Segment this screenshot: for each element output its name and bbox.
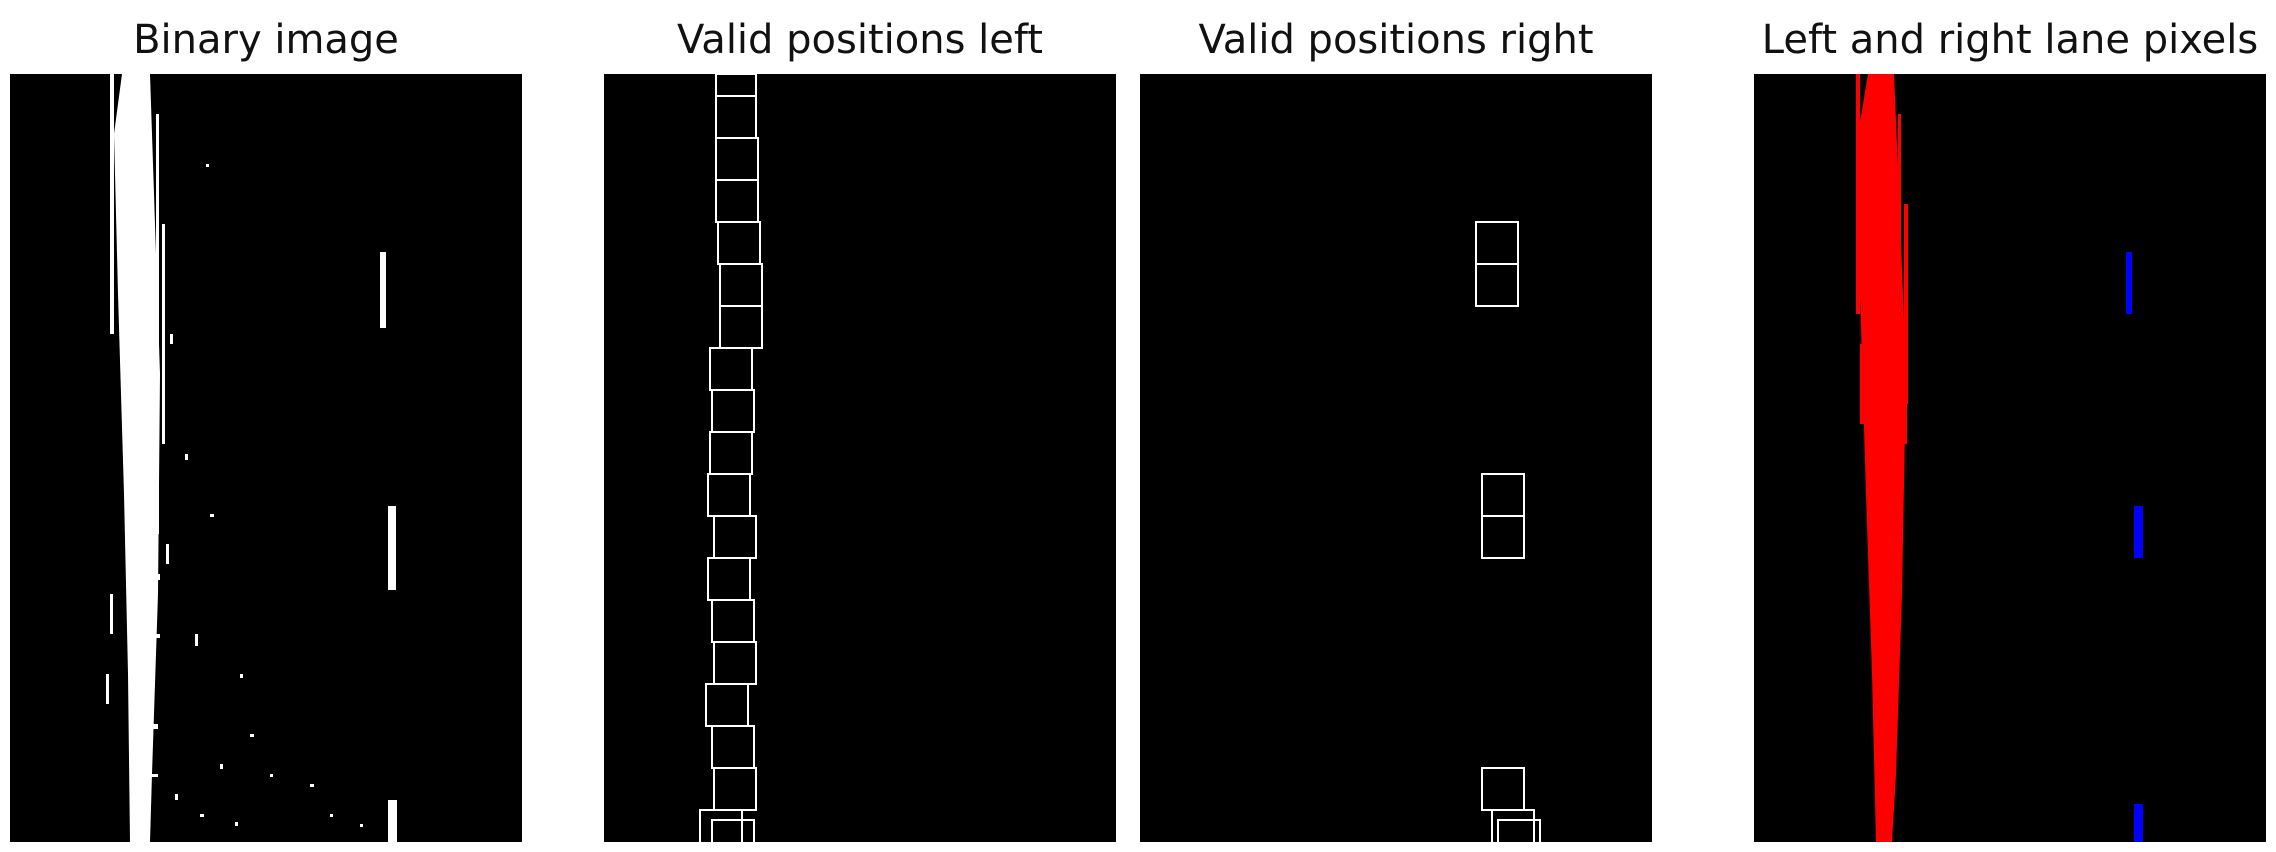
left-lane-pixels-red	[1856, 74, 1908, 842]
left-window	[713, 641, 757, 685]
left-windows-image	[699, 74, 763, 842]
right-dash-3-blue	[2134, 804, 2143, 842]
valid-positions-right-panel	[1140, 74, 1652, 842]
left-window	[713, 515, 757, 559]
right-window	[1481, 515, 1525, 559]
left-window	[711, 599, 755, 643]
lane-pixels-image	[1856, 74, 2143, 842]
left-window	[719, 305, 763, 349]
left-window	[705, 683, 749, 727]
valid-positions-left-title: Valid positions left	[677, 17, 1043, 63]
right-dash-2-blue	[2134, 506, 2143, 558]
left-window	[711, 725, 755, 769]
valid-positions-left-panel	[604, 74, 1116, 842]
right-windows-image	[1475, 221, 1541, 842]
left-window	[711, 389, 755, 433]
left-window	[699, 809, 743, 842]
left-window	[715, 137, 759, 181]
left-window	[715, 74, 757, 97]
left-window	[719, 263, 763, 307]
binary-image	[106, 74, 397, 842]
left-window	[709, 431, 753, 475]
right-window	[1481, 767, 1525, 811]
right-window	[1481, 473, 1525, 517]
left-window	[707, 557, 751, 601]
right-window	[1497, 819, 1541, 842]
left-window	[713, 767, 757, 811]
left-lane-line-white	[110, 74, 165, 842]
right-window	[1491, 809, 1535, 842]
right-dash-1-blue	[2126, 252, 2132, 314]
left-window	[717, 221, 761, 265]
binary-image-title: Binary image	[133, 17, 399, 63]
left-window	[709, 347, 753, 391]
lane-pixels-panel	[1754, 74, 2266, 842]
lane-pixels-title: Left and right lane pixels	[1761, 17, 2259, 63]
left-window	[715, 95, 757, 139]
valid-positions-right-title: Valid positions right	[1198, 17, 1594, 63]
right-window	[1475, 263, 1519, 307]
right-dash-2-white	[388, 506, 396, 590]
left-window	[715, 179, 759, 223]
right-dash-3-white	[388, 800, 397, 842]
left-window	[707, 473, 751, 517]
left-window	[711, 819, 755, 842]
scattered-noise-pixels	[106, 164, 363, 827]
right-window	[1475, 221, 1519, 265]
right-dash-1-white	[380, 252, 386, 328]
binary-image-panel	[10, 74, 522, 842]
